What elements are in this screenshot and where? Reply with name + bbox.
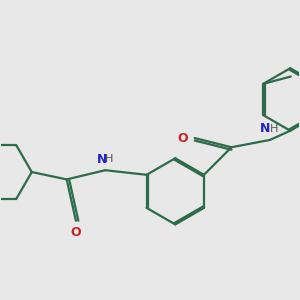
Text: N: N	[96, 153, 107, 166]
Text: O: O	[178, 132, 188, 145]
Text: N: N	[260, 122, 271, 135]
Text: O: O	[70, 226, 81, 239]
Text: H: H	[105, 154, 113, 164]
Text: H: H	[270, 124, 278, 134]
